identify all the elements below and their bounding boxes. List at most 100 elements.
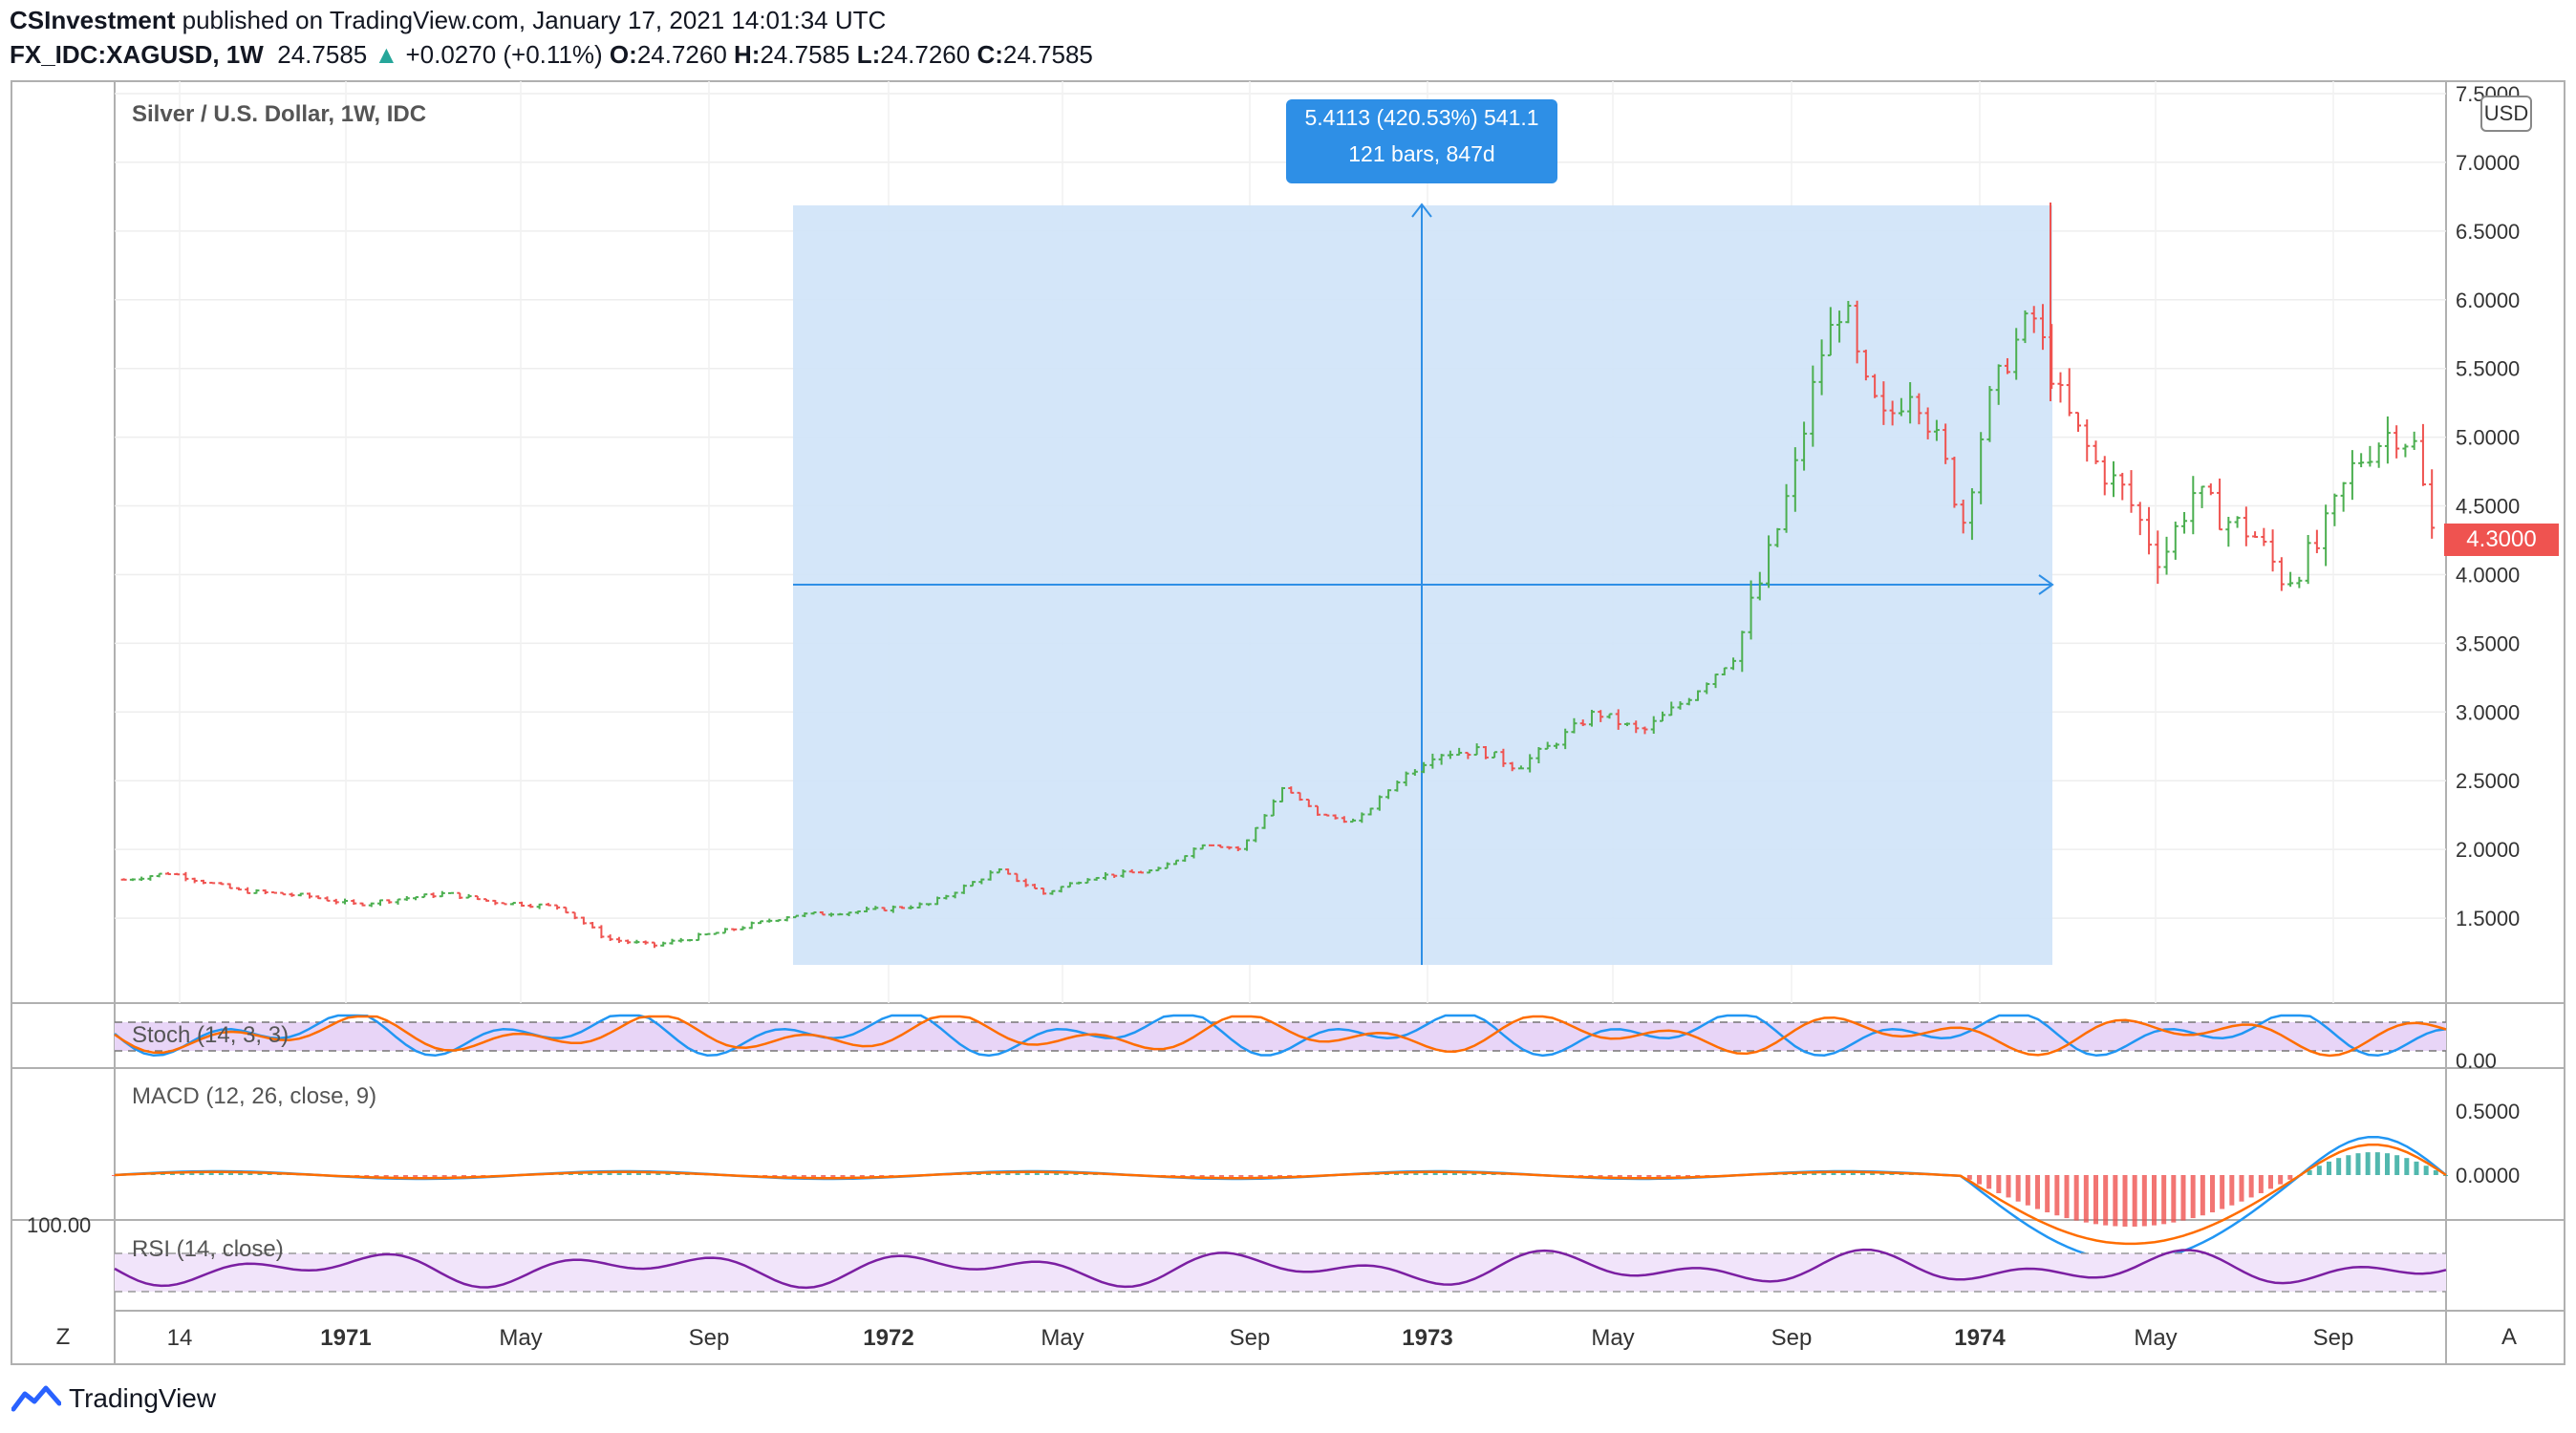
macd-histogram-bar [2307,1170,2312,1175]
macd-histogram-bar [2093,1175,2098,1225]
macd-histogram-bar [189,1172,195,1175]
auto-scale-button[interactable]: A [2490,1318,2528,1357]
macd-histogram-bar [2287,1175,2293,1180]
macd-histogram-bar [1199,1175,1205,1178]
measure-tooltip-duration: 121 bars, 847d [1348,141,1495,166]
macd-histogram-bar [1996,1175,2002,1193]
macd-histogram-bar [180,1172,185,1175]
macd-histogram-bar [1802,1173,1807,1175]
macd-histogram-bar [2190,1175,2196,1219]
macd-histogram-bar [2423,1166,2429,1175]
last-price: 24.7585 [277,40,368,69]
timezone-button[interactable]: Z [44,1318,82,1357]
macd-histogram-bar [811,1175,816,1178]
time-tick-label: 1972 [863,1325,913,1351]
macd-histogram-bar [782,1175,787,1177]
main-pane-title[interactable]: Silver / U.S. Dollar, 1W, IDC [132,101,427,127]
macd-axis-label-zero: 0.0000 [2456,1164,2520,1187]
time-tick-label: 1971 [320,1325,371,1351]
macd-histogram-bar [2171,1175,2177,1223]
macd-histogram-bar [1685,1175,1690,1177]
macd-histogram-bar [2355,1153,2361,1175]
macd-histogram-bar [267,1173,272,1175]
macd-histogram-bar [2229,1175,2235,1206]
macd-histogram-bar [597,1172,603,1175]
price-tick-label: 1.5000 [2456,907,2520,930]
macd-histogram-bar [2210,1175,2215,1213]
time-tick-label: Sep [689,1325,730,1351]
macd-histogram-bar [2278,1175,2284,1185]
macd-histogram-bar [170,1173,175,1175]
macd-histogram-bar [1034,1172,1040,1175]
macd-pane-title[interactable]: MACD (12, 26, close, 9) [132,1083,377,1109]
macd-histogram-bar [1423,1172,1428,1175]
macd-histogram-bar [1879,1173,1885,1175]
time-tick-label: May [499,1325,542,1351]
macd-histogram-bar [1986,1175,1992,1189]
price-tick-label: 5.5000 [2456,357,2520,381]
price-tick-label: 5.0000 [2456,426,2520,450]
macd-histogram-bar [2385,1153,2390,1175]
macd-histogram-bar [1063,1172,1069,1175]
time-tick-label: 14 [167,1325,193,1351]
price-tick-label: 3.0000 [2456,700,2520,724]
macd-histogram-bar [393,1175,398,1178]
macd-histogram-bar [1083,1173,1088,1175]
time-tick-label: May [1591,1325,1634,1351]
chart-frame [11,80,2565,1365]
macd-histogram-bar [578,1173,583,1175]
time-tick-label: 1974 [1954,1325,2006,1351]
symbol-name[interactable]: FX_IDC:XAGUSD, 1W [10,40,264,69]
tradingview-logo[interactable]: TradingView [11,1383,216,1414]
rsi-pane-title[interactable]: RSI (14, close) [132,1236,284,1262]
macd-histogram-bar [364,1175,370,1177]
macd-histogram-bar [2035,1175,2040,1209]
macd-histogram-bar [2239,1175,2244,1202]
macd-histogram-bar [2015,1175,2021,1202]
price-tick-label: 4.5000 [2456,495,2520,519]
macd-histogram-bar [1238,1175,1244,1178]
macd-histogram-bar [2161,1175,2167,1225]
macd-histogram-bar [986,1173,991,1175]
macd-histogram-bar [471,1175,477,1177]
macd-histogram-bar [1404,1172,1409,1175]
price-tick-label: 4.0000 [2456,563,2520,587]
macd-histogram-bar [1413,1172,1419,1175]
macd-histogram-bar [1850,1172,1856,1175]
macd-histogram-bar [1024,1172,1030,1175]
low-value: 24.7260 [880,40,971,69]
macd-histogram-bar [1899,1173,1904,1175]
macd-histogram-bar [2180,1175,2186,1221]
tradingview-wordmark: TradingView [69,1383,217,1413]
macd-histogram-bar [374,1175,379,1177]
macd-histogram-bar [1394,1173,1399,1175]
macd-histogram-bar [1005,1172,1011,1175]
macd-histogram-bar [160,1173,165,1175]
macd-histogram-bar [1442,1172,1448,1175]
macd-histogram-bar [2220,1175,2225,1209]
macd-histogram-bar [2113,1175,2118,1227]
currency-button[interactable]: USD [2480,96,2532,132]
macd-histogram-bar [791,1175,797,1178]
macd-histogram-bar [1432,1172,1438,1175]
macd-histogram-bar [2365,1152,2371,1175]
macd-histogram-bar [1792,1173,1797,1175]
publisher-name[interactable]: CSInvestment [10,6,176,34]
macd-histogram-bar [2346,1155,2351,1175]
macd-histogram-bar [1977,1175,1982,1185]
macd-histogram-bar [208,1172,214,1175]
macd-histogram-bar [1491,1173,1496,1175]
macd-histogram-bar [675,1173,680,1175]
macd-histogram-bar [441,1175,447,1178]
stoch-pane-title[interactable]: Stoch (14, 3, 3) [132,1022,290,1048]
macd-histogram-bar [568,1173,573,1175]
macd-histogram-bar [1966,1175,1972,1180]
macd-histogram-bar [462,1175,466,1177]
macd-histogram-bar [1044,1172,1049,1175]
rsi-band [115,1253,2446,1292]
ohlc-line: FX_IDC:XAGUSD, 1W 24.7585 ▲ +0.0270 (+0.… [10,40,1093,70]
macd-histogram-bar [2433,1170,2438,1175]
tradingview-logo-icon [11,1385,61,1412]
macd-axis-label-high: 0.5000 [2456,1100,2520,1123]
macd-histogram-bar [1637,1175,1642,1178]
